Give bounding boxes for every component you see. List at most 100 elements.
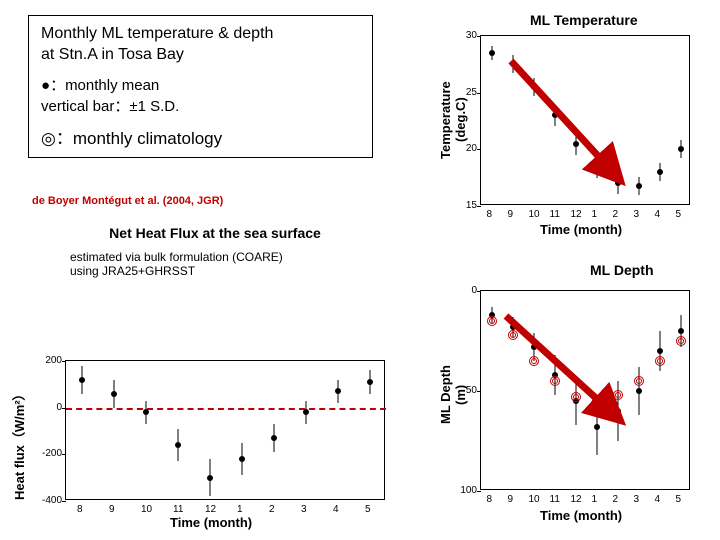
- xtick: 3: [301, 504, 307, 515]
- data-point: [615, 408, 621, 414]
- legend-box: Monthly ML temperature & depth at Stn.A …: [28, 15, 373, 158]
- legend-sd-text: vertical bar：±1 S.D.: [41, 95, 360, 116]
- mltemp-ylabel: Temperature (deg.C): [438, 60, 468, 180]
- heatflux-note-l1: estimated via bulk formulation (COARE): [70, 250, 283, 264]
- mltemp-xlabel: Time (month): [540, 222, 622, 237]
- xtick: 2: [269, 504, 275, 515]
- heatflux-xlabel: Time (month): [170, 515, 252, 530]
- xtick: 12: [571, 209, 582, 220]
- data-point: [239, 456, 245, 462]
- mltemp-title: ML Temperature: [530, 12, 638, 28]
- data-point: [531, 344, 537, 350]
- heatflux-title: Net Heat Flux at the sea surface: [80, 225, 350, 241]
- xtick: 8: [77, 504, 83, 515]
- xtick: 9: [508, 494, 514, 505]
- data-point: [573, 141, 579, 147]
- xtick: 10: [529, 209, 540, 220]
- xtick: 1: [237, 504, 243, 515]
- xtick: 11: [550, 494, 560, 505]
- mltemp-plot: 152025308910111212345: [480, 35, 690, 205]
- heatflux-note-l2: using JRA25+GHRSST: [70, 264, 283, 278]
- data-point: [489, 50, 495, 56]
- ytick: -400: [32, 495, 62, 506]
- clim-point: [529, 356, 539, 366]
- legend-clim-row: ◎：monthly climatology: [41, 124, 360, 149]
- xtick: 5: [676, 209, 682, 220]
- data-point: [367, 379, 373, 385]
- data-point: [510, 61, 516, 67]
- xtick: 2: [613, 209, 619, 220]
- data-point: [678, 328, 684, 334]
- xtick: 8: [487, 209, 493, 220]
- xtick: 11: [550, 209, 560, 220]
- xtick: 12: [571, 494, 582, 505]
- legend-reference: de Boyer Montégut et al. (2004, JGR): [32, 195, 223, 207]
- double-circle-icon: ◎: [41, 129, 56, 148]
- data-point: [143, 409, 149, 415]
- data-point: [271, 435, 277, 441]
- heatflux-note: estimated via bulk formulation (COARE) u…: [70, 250, 283, 278]
- mldepth-title: ML Depth: [590, 262, 654, 278]
- data-point: [552, 112, 558, 118]
- heatflux-plot: -400-20002008910111212345: [65, 360, 385, 500]
- xtick: 8: [487, 494, 493, 505]
- data-point: [636, 183, 642, 189]
- data-point: [594, 163, 600, 169]
- data-point: [303, 409, 309, 415]
- xtick: 2: [613, 494, 619, 505]
- data-point: [636, 388, 642, 394]
- clim-point: [655, 356, 665, 366]
- legend-title-l1: Monthly ML temperature & depth: [41, 24, 360, 45]
- mldepth-ylabel: ML Depth (m): [438, 340, 468, 450]
- data-point: [531, 84, 537, 90]
- clim-point: [508, 330, 518, 340]
- zero-line: [66, 408, 386, 410]
- xtick: 5: [676, 494, 682, 505]
- data-point: [615, 180, 621, 186]
- ytick: 15: [447, 200, 477, 211]
- xtick: 1: [592, 494, 598, 505]
- clim-point: [592, 396, 602, 406]
- data-point: [207, 475, 213, 481]
- ytick: 0: [32, 402, 62, 413]
- data-point: [175, 442, 181, 448]
- clim-point: [550, 376, 560, 386]
- data-point: [79, 377, 85, 383]
- mldepth-plot: 0501008910111212345: [480, 290, 690, 490]
- clim-point: [571, 392, 581, 402]
- xtick: 10: [529, 494, 540, 505]
- clim-point: [487, 316, 497, 326]
- xtick: 9: [109, 504, 115, 515]
- legend-mean-text: ：monthly mean: [50, 77, 159, 94]
- ytick: 0: [447, 285, 477, 296]
- xtick: 3: [634, 209, 640, 220]
- legend-clim-text: ：monthly climatology: [56, 129, 222, 148]
- xtick: 4: [333, 504, 339, 515]
- ytick: 200: [32, 355, 62, 366]
- xtick: 5: [365, 504, 371, 515]
- heatflux-ylabel: Heat flux（W/m²）: [10, 370, 29, 500]
- mldepth-xlabel: Time (month): [540, 508, 622, 523]
- data-point: [335, 388, 341, 394]
- xtick: 1: [592, 209, 598, 220]
- clim-point: [634, 376, 644, 386]
- xtick: 12: [205, 504, 216, 515]
- xtick: 4: [655, 494, 661, 505]
- data-point: [594, 424, 600, 430]
- data-point: [657, 348, 663, 354]
- xtick: 3: [634, 494, 640, 505]
- ytick: -200: [32, 448, 62, 459]
- filled-circle-icon: ●: [41, 77, 50, 94]
- data-point: [678, 146, 684, 152]
- xtick: 11: [173, 504, 183, 515]
- xtick: 4: [655, 209, 661, 220]
- ytick: 100: [447, 485, 477, 496]
- ytick: 30: [447, 30, 477, 41]
- legend-title-l2: at Stn.A in Tosa Bay: [41, 45, 360, 66]
- clim-point: [676, 336, 686, 346]
- xtick: 9: [508, 209, 514, 220]
- data-point: [111, 391, 117, 397]
- legend-mean-row: ●：monthly mean: [41, 74, 360, 95]
- clim-point: [613, 390, 623, 400]
- xtick: 10: [141, 504, 152, 515]
